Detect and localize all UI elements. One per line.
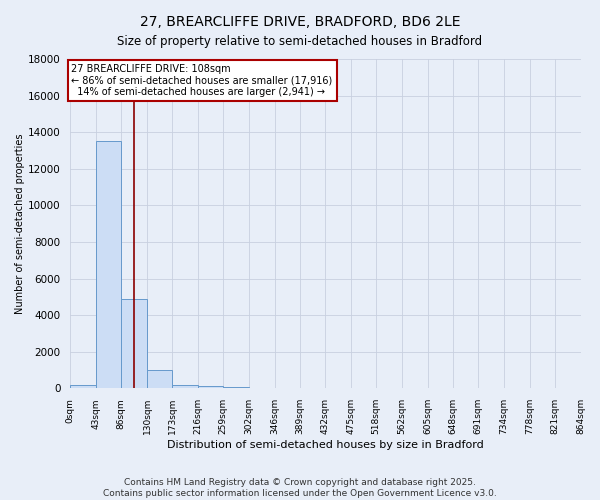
- Bar: [95, 142, 121, 388]
- Bar: [121, 298, 147, 388]
- X-axis label: Distribution of semi-detached houses by size in Bradford: Distribution of semi-detached houses by …: [167, 440, 484, 450]
- Bar: [70, 384, 95, 388]
- Bar: [223, 387, 248, 388]
- Text: Contains HM Land Registry data © Crown copyright and database right 2025.
Contai: Contains HM Land Registry data © Crown c…: [103, 478, 497, 498]
- Bar: [147, 370, 172, 388]
- Text: Size of property relative to semi-detached houses in Bradford: Size of property relative to semi-detach…: [118, 35, 482, 48]
- Text: 27, BREARCLIFFE DRIVE, BRADFORD, BD6 2LE: 27, BREARCLIFFE DRIVE, BRADFORD, BD6 2LE: [140, 15, 460, 29]
- Y-axis label: Number of semi-detached properties: Number of semi-detached properties: [15, 134, 25, 314]
- Text: 27 BREARCLIFFE DRIVE: 108sqm
← 86% of semi-detached houses are smaller (17,916)
: 27 BREARCLIFFE DRIVE: 108sqm ← 86% of se…: [71, 64, 332, 97]
- Bar: [198, 386, 223, 388]
- Bar: [172, 384, 198, 388]
